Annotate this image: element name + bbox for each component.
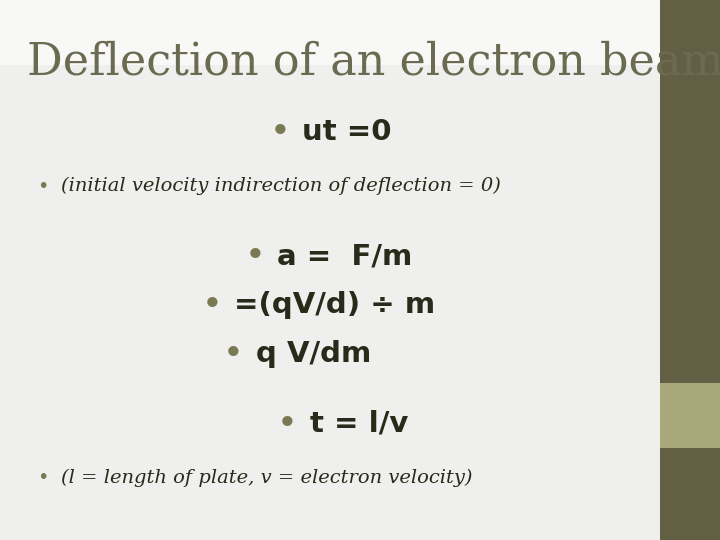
Text: •: •: [271, 118, 289, 146]
Text: •: •: [202, 291, 221, 319]
Text: •: •: [37, 468, 48, 488]
Bar: [660, 0, 720, 383]
Text: =(qV/d) ÷ m: =(qV/d) ÷ m: [234, 291, 435, 319]
Text: a =  F/m: a = F/m: [277, 242, 413, 271]
Text: •: •: [37, 177, 48, 196]
Bar: [660, 383, 720, 448]
Text: q V/dm: q V/dm: [256, 340, 371, 368]
Bar: [0, 0, 660, 65]
Text: •: •: [246, 242, 264, 271]
Text: •: •: [278, 410, 297, 438]
Bar: [660, 448, 720, 540]
Text: t = l/v: t = l/v: [310, 410, 408, 438]
Text: (l = length of plate, v = electron velocity): (l = length of plate, v = electron veloc…: [61, 469, 473, 487]
Text: •: •: [224, 340, 243, 368]
Text: ut =0: ut =0: [302, 118, 392, 146]
Text: Deflection of an electron beam: Deflection of an electron beam: [27, 40, 720, 84]
Text: (initial velocity indirection of deflection = 0): (initial velocity indirection of deflect…: [61, 177, 501, 195]
